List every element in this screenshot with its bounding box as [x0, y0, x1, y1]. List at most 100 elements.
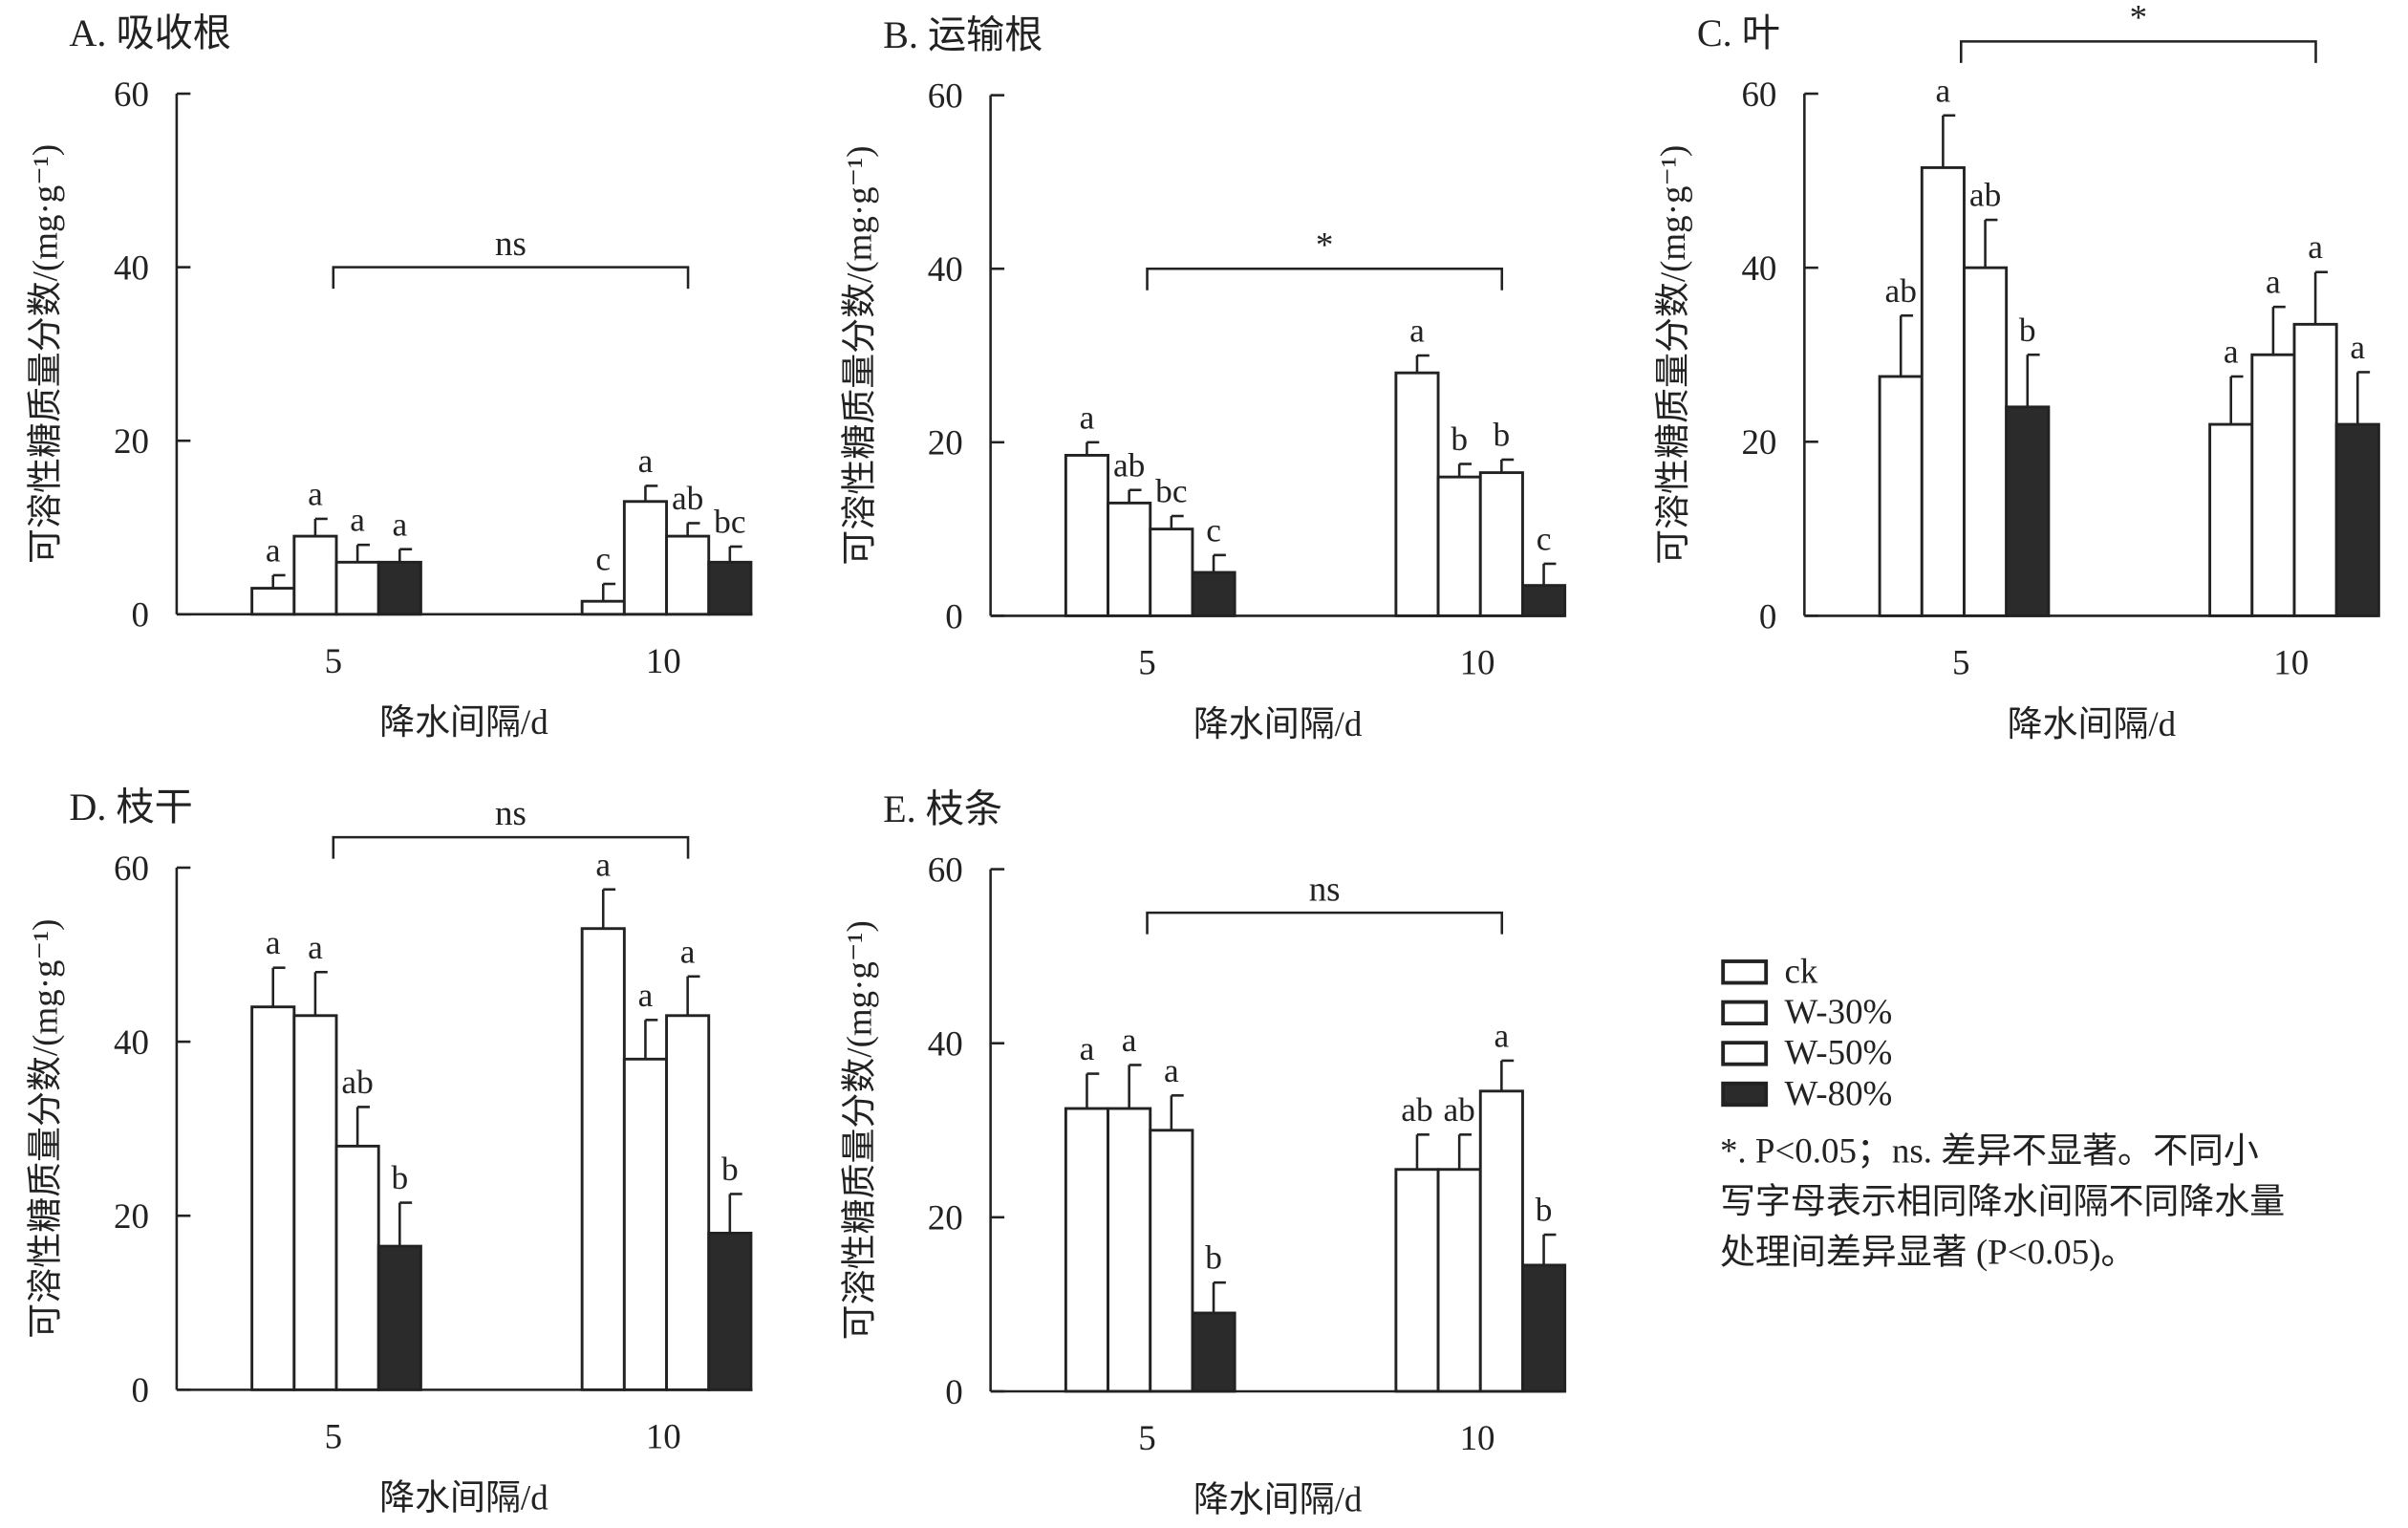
- panel-title: B. 运输根: [883, 13, 1043, 56]
- significance-bracket: [1959, 40, 2317, 63]
- significance-letter: c: [1206, 510, 1221, 549]
- x-tick-label: 5: [1952, 642, 1969, 681]
- y-axis-label: 可溶性糖质量分数/(mg·g⁻¹): [26, 144, 66, 564]
- footnote-line: 处理间差异显著 (P<0.05)。: [1720, 1233, 2137, 1273]
- bracket-label: *: [2130, 0, 2147, 37]
- footnote-line: 写字母表示相同降水间隔不同降水量: [1720, 1182, 2285, 1221]
- significance-letter: a: [638, 976, 654, 1014]
- significance-letter: b: [2019, 311, 2036, 349]
- significance-letter: a: [1080, 398, 1095, 436]
- x-axis-label: 降水间隔/d: [379, 702, 548, 742]
- significance-letter: b: [1451, 420, 1468, 458]
- y-tick-label: 40: [114, 247, 149, 287]
- significance-letter: a: [392, 505, 407, 543]
- x-axis-label: 降水间隔/d: [1193, 704, 1363, 743]
- bar-W-50%: [1478, 471, 1524, 617]
- bar-W-50%: [665, 1014, 711, 1391]
- y-tick-label: 40: [928, 1024, 963, 1064]
- bar-W-30%: [622, 500, 668, 616]
- significance-letter: a: [308, 474, 323, 512]
- y-tick-label: 20: [1741, 422, 1776, 462]
- y-tick-label: 40: [928, 249, 963, 289]
- bracket-label: *: [1316, 225, 1333, 264]
- bar-W-30%: [1920, 165, 1966, 617]
- significance-letter: c: [595, 540, 611, 578]
- bar-W-50%: [1963, 266, 2009, 617]
- legend-swatch: [1721, 1041, 1769, 1066]
- significance-letter: a: [1122, 1021, 1137, 1059]
- significance-letter: bc: [714, 503, 745, 541]
- bracket-label: ns: [1309, 869, 1341, 908]
- significance-letter: a: [2224, 333, 2239, 371]
- bar-W-80%: [2005, 405, 2051, 617]
- y-tick-label: 0: [945, 596, 962, 635]
- x-axis-label: 降水间隔/d: [379, 1478, 548, 1517]
- bar-ck: [1064, 453, 1110, 617]
- significance-letter: b: [391, 1158, 408, 1196]
- significance-letter: ab: [1401, 1090, 1432, 1129]
- x-tick-label: 10: [646, 1416, 681, 1455]
- significance-bracket: [332, 835, 690, 859]
- panel-title: A. 吸收根: [69, 11, 231, 54]
- significance-letter: b: [1494, 416, 1511, 454]
- significance-letter: ab: [1113, 445, 1145, 484]
- bar-W-80%: [707, 560, 753, 616]
- significance-letter: a: [1494, 1016, 1510, 1054]
- x-axis-label: 降水间隔/d: [1193, 1479, 1363, 1518]
- bar-ck: [1064, 1107, 1110, 1393]
- bar-W-30%: [1436, 475, 1482, 617]
- bar-W-50%: [1478, 1089, 1524, 1393]
- panel-title: C. 叶: [1697, 11, 1780, 54]
- significance-letter: a: [2266, 263, 2281, 301]
- y-tick-label: 60: [114, 849, 149, 888]
- legend-swatch: [1721, 959, 1769, 985]
- bar-W-50%: [334, 560, 380, 616]
- bar-W-30%: [622, 1057, 668, 1391]
- significance-letter: a: [308, 928, 323, 966]
- x-tick-label: 5: [325, 641, 342, 680]
- y-tick-label: 60: [1741, 75, 1776, 114]
- significance-letter: ab: [1885, 271, 1917, 310]
- y-tick-label: 20: [114, 1196, 149, 1236]
- x-axis-label: 降水间隔/d: [2008, 704, 2177, 743]
- y-axis-label: 可溶性糖质量分数/(mg·g⁻¹): [839, 920, 879, 1340]
- bar-W-50%: [2292, 322, 2338, 617]
- bracket-label: ns: [495, 224, 527, 263]
- y-tick-label: 40: [1741, 248, 1776, 288]
- legend-swatch: [1721, 1081, 1769, 1108]
- significance-bracket: [1146, 911, 1504, 935]
- significance-letter: a: [638, 441, 654, 480]
- bar-W-80%: [1191, 570, 1236, 617]
- significance-letter: c: [1537, 519, 1552, 557]
- significance-letter: bc: [1155, 472, 1187, 510]
- y-tick-label: 60: [928, 75, 963, 115]
- bar-W-30%: [2250, 353, 2296, 617]
- y-tick-label: 40: [114, 1022, 149, 1062]
- x-tick-label: 10: [646, 641, 681, 680]
- legend-label: W-50%: [1784, 1033, 1892, 1072]
- legend-label: ck: [1784, 952, 1817, 991]
- significance-letter: a: [595, 845, 611, 883]
- significance-letter: b: [1205, 1238, 1222, 1277]
- y-axis-label: 可溶性糖质量分数/(mg·g⁻¹): [839, 145, 879, 565]
- bar-W-30%: [1107, 1107, 1152, 1393]
- y-tick-label: 0: [1759, 596, 1776, 635]
- bar-W-80%: [1521, 584, 1567, 617]
- bar-W-30%: [292, 1014, 338, 1391]
- bar-W-80%: [2334, 422, 2380, 617]
- bar-W-80%: [707, 1232, 753, 1391]
- bar-W-30%: [1107, 501, 1152, 617]
- x-tick-label: 10: [2273, 642, 2309, 681]
- bar-W-30%: [1436, 1168, 1482, 1393]
- significance-letter: a: [680, 932, 696, 970]
- y-axis-label: 可溶性糖质量分数/(mg·g⁻¹): [1653, 145, 1693, 565]
- significance-letter: ab: [1969, 176, 2001, 214]
- significance-letter: a: [266, 530, 281, 569]
- y-axis-label: 可溶性糖质量分数/(mg·g⁻¹): [26, 919, 66, 1339]
- significance-letter: ab: [672, 479, 703, 517]
- significance-letter: ab: [1443, 1090, 1474, 1129]
